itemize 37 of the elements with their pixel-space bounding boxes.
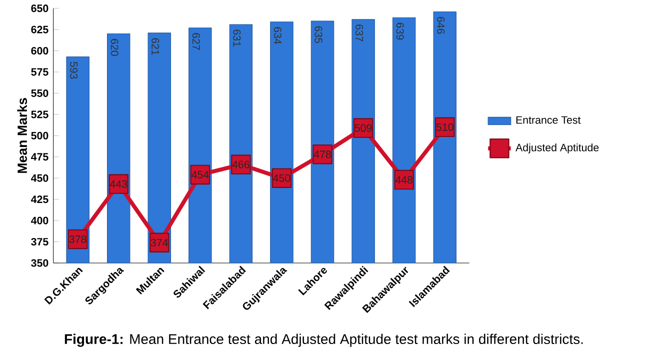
data-label: 374	[150, 238, 168, 246]
data-label: 631	[233, 30, 241, 46]
legend-label: Entrance Test	[516, 116, 581, 124]
data-label: 448	[395, 176, 412, 184]
y-tick-label: 400	[31, 216, 48, 224]
y-tick-label: 625	[31, 26, 48, 34]
data-label: 510	[436, 123, 454, 131]
text: Figure-1: Mean Entrance test and Adjusted Aptitude test marks in different districts.	[64, 334, 583, 347]
data-label: 454	[192, 170, 209, 178]
data-label: 509	[354, 124, 372, 132]
data-label: 443	[110, 180, 128, 188]
y-tick-label: 500	[31, 132, 48, 140]
data-label: 627	[192, 33, 200, 50]
data-label: 593	[70, 62, 78, 79]
data-label: 635	[314, 26, 322, 44]
data-label: 620	[110, 39, 118, 56]
data-label: 478	[314, 150, 331, 158]
y-tick-label: 475	[31, 153, 48, 161]
y-tick-label: 350	[31, 259, 48, 267]
data-label: 450	[273, 174, 290, 182]
y-tick-label: 600	[31, 47, 48, 55]
data-label: 634	[274, 27, 282, 44]
legend-label: Adjusted Aptitude	[516, 143, 599, 154]
y-tick-label: 650	[31, 4, 48, 12]
data-label: 637	[356, 24, 364, 42]
y-tick-label: 525	[31, 110, 48, 118]
data-label: 378	[69, 235, 86, 243]
y-tick-label: 575	[31, 68, 48, 76]
data-label: 646	[437, 16, 445, 34]
y-tick-label: 375	[31, 238, 48, 246]
data-label: 621	[152, 38, 160, 55]
data-label: 466	[232, 160, 250, 168]
y-tick-label: 425	[31, 196, 48, 204]
y-tick-label: 450	[31, 174, 48, 182]
data-label: 639	[396, 22, 404, 40]
y-tick-label: 550	[31, 89, 48, 97]
y-axis-title: Mean Marks	[17, 98, 28, 173]
